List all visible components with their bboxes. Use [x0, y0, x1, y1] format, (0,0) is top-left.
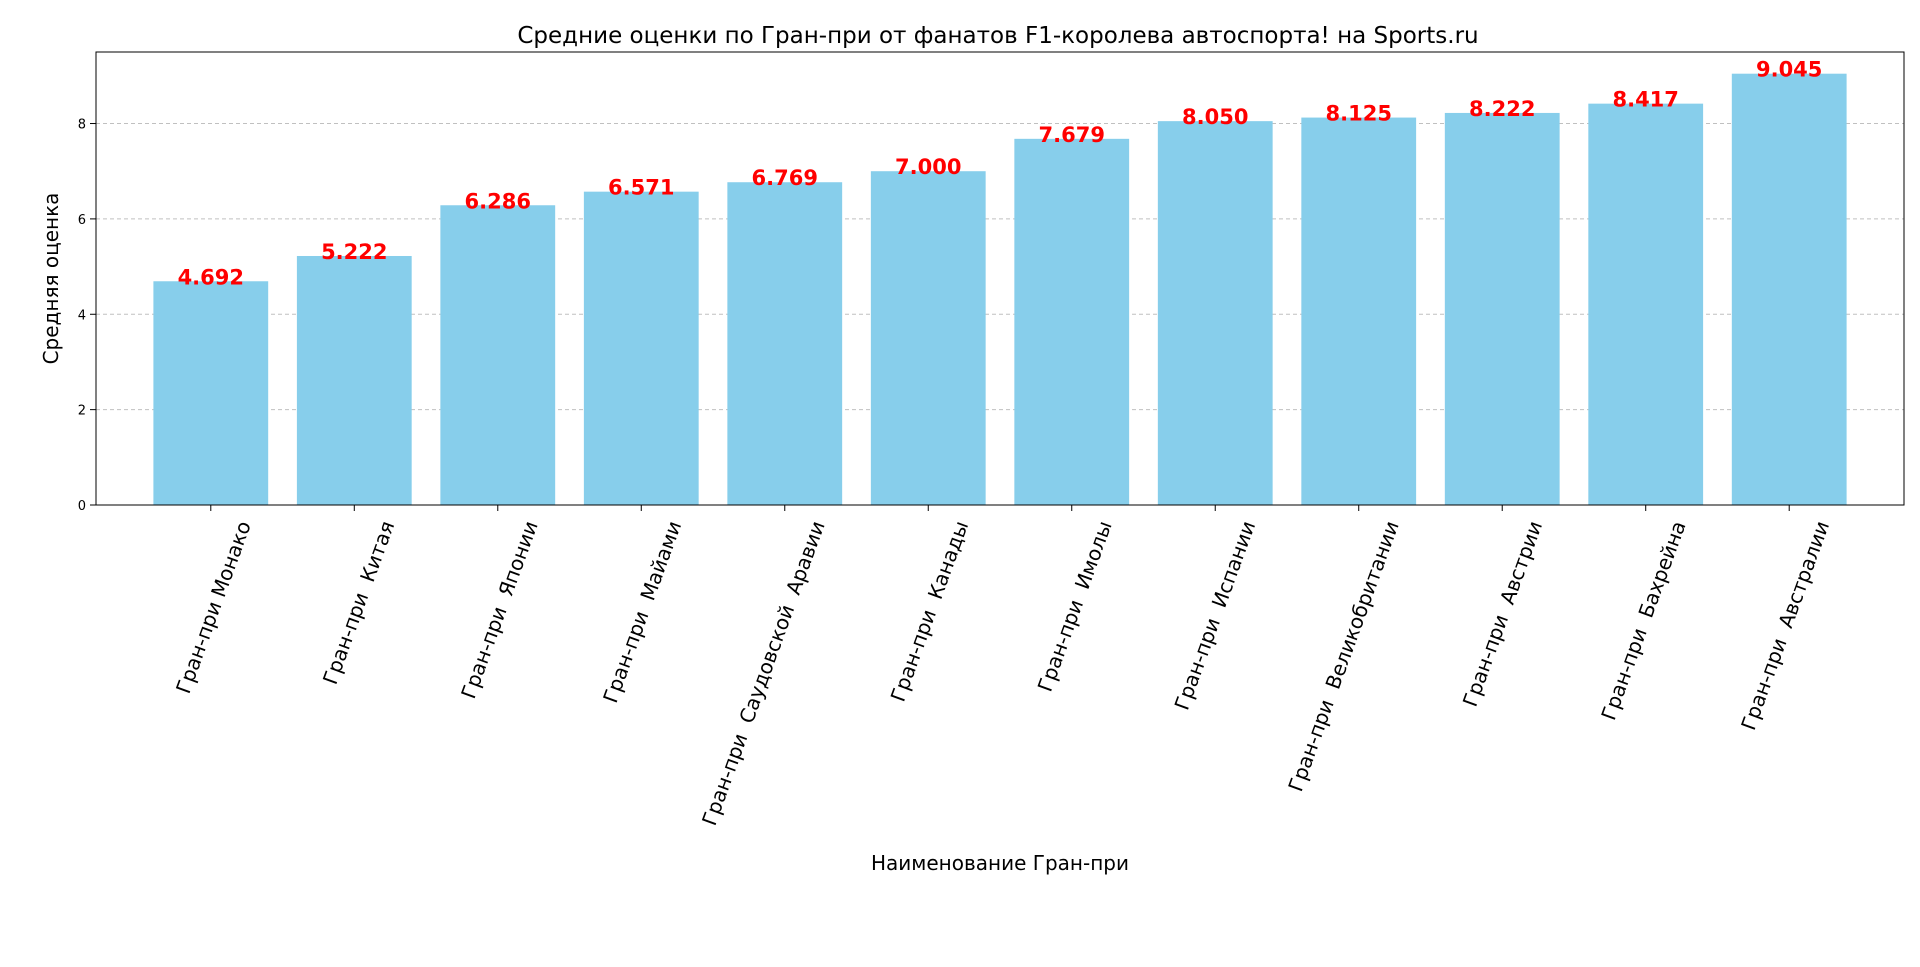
plot-frame — [95, 51, 1905, 506]
data-label: 8.417 — [1612, 88, 1678, 112]
x-tick-label: Гран-при Испании — [1170, 518, 1261, 713]
bar — [296, 255, 412, 505]
data-label: 7.679 — [1039, 123, 1105, 147]
data-label: 8.050 — [1182, 105, 1248, 129]
bar — [1731, 73, 1847, 505]
x-tick-label: Гран-при Японии — [456, 518, 543, 702]
data-label: 6.286 — [465, 189, 531, 213]
data-label: 6.571 — [608, 176, 674, 200]
y-axis-label: Средняя оценка — [39, 193, 63, 365]
bar — [583, 191, 699, 505]
bar — [153, 281, 269, 505]
data-label: 5.222 — [321, 240, 387, 264]
x-axis-label: Наименование Гран-при — [871, 851, 1129, 875]
x-tick-label: Гран-при Канады — [886, 518, 974, 705]
y-tick-label: 2 — [78, 404, 86, 419]
bars — [153, 73, 1847, 506]
y-tick-label: 0 — [78, 499, 86, 514]
x-tick-label: Гран-при Австралии — [1736, 518, 1834, 734]
bar — [1014, 138, 1130, 505]
data-label: 8.125 — [1326, 102, 1392, 126]
chart-title: Средние оценки по Гран-при от фанатов F1… — [517, 23, 1478, 49]
bar — [440, 205, 556, 505]
bar — [727, 182, 843, 505]
data-label: 6.769 — [752, 166, 818, 190]
x-tick-label: Гран-при Австрии — [1458, 518, 1547, 710]
bar — [1301, 117, 1417, 505]
x-tick-label: Гран-при Монако — [171, 518, 256, 697]
data-labels: 4.692 5.222 6.286 6.571 6.769 7.000 7.679 8.050… — [178, 58, 1823, 290]
x-tick-label: Гран-при Китая — [318, 518, 399, 688]
bar — [1157, 121, 1273, 506]
x-tick-label: Гран-при Великобритании — [1283, 518, 1403, 795]
x-tick-label: Гран-при Бахрейна — [1596, 518, 1690, 724]
data-label: 9.045 — [1756, 58, 1822, 82]
y-tick-label: 8 — [78, 118, 86, 133]
x-tick-label: Гран-при Саудовской Аравии — [697, 518, 830, 829]
bar — [1588, 103, 1704, 505]
y-tick-label: 6 — [78, 213, 86, 228]
y-tick-label: 4 — [78, 308, 86, 323]
bar — [1444, 112, 1560, 505]
x-tick-label: Гран-при Имолы — [1033, 518, 1117, 695]
y-axis-ticks: 0 2 4 6 8 — [78, 118, 96, 514]
x-axis-ticks: Гран-при Монако Гран-при Китая Гран-при Яп… — [171, 505, 1834, 829]
data-label: 7.000 — [895, 155, 961, 179]
data-label: 4.692 — [178, 265, 244, 289]
bar — [870, 171, 986, 506]
x-tick-label: Гран-при Майами — [598, 518, 686, 706]
data-label: 8.222 — [1469, 97, 1535, 121]
